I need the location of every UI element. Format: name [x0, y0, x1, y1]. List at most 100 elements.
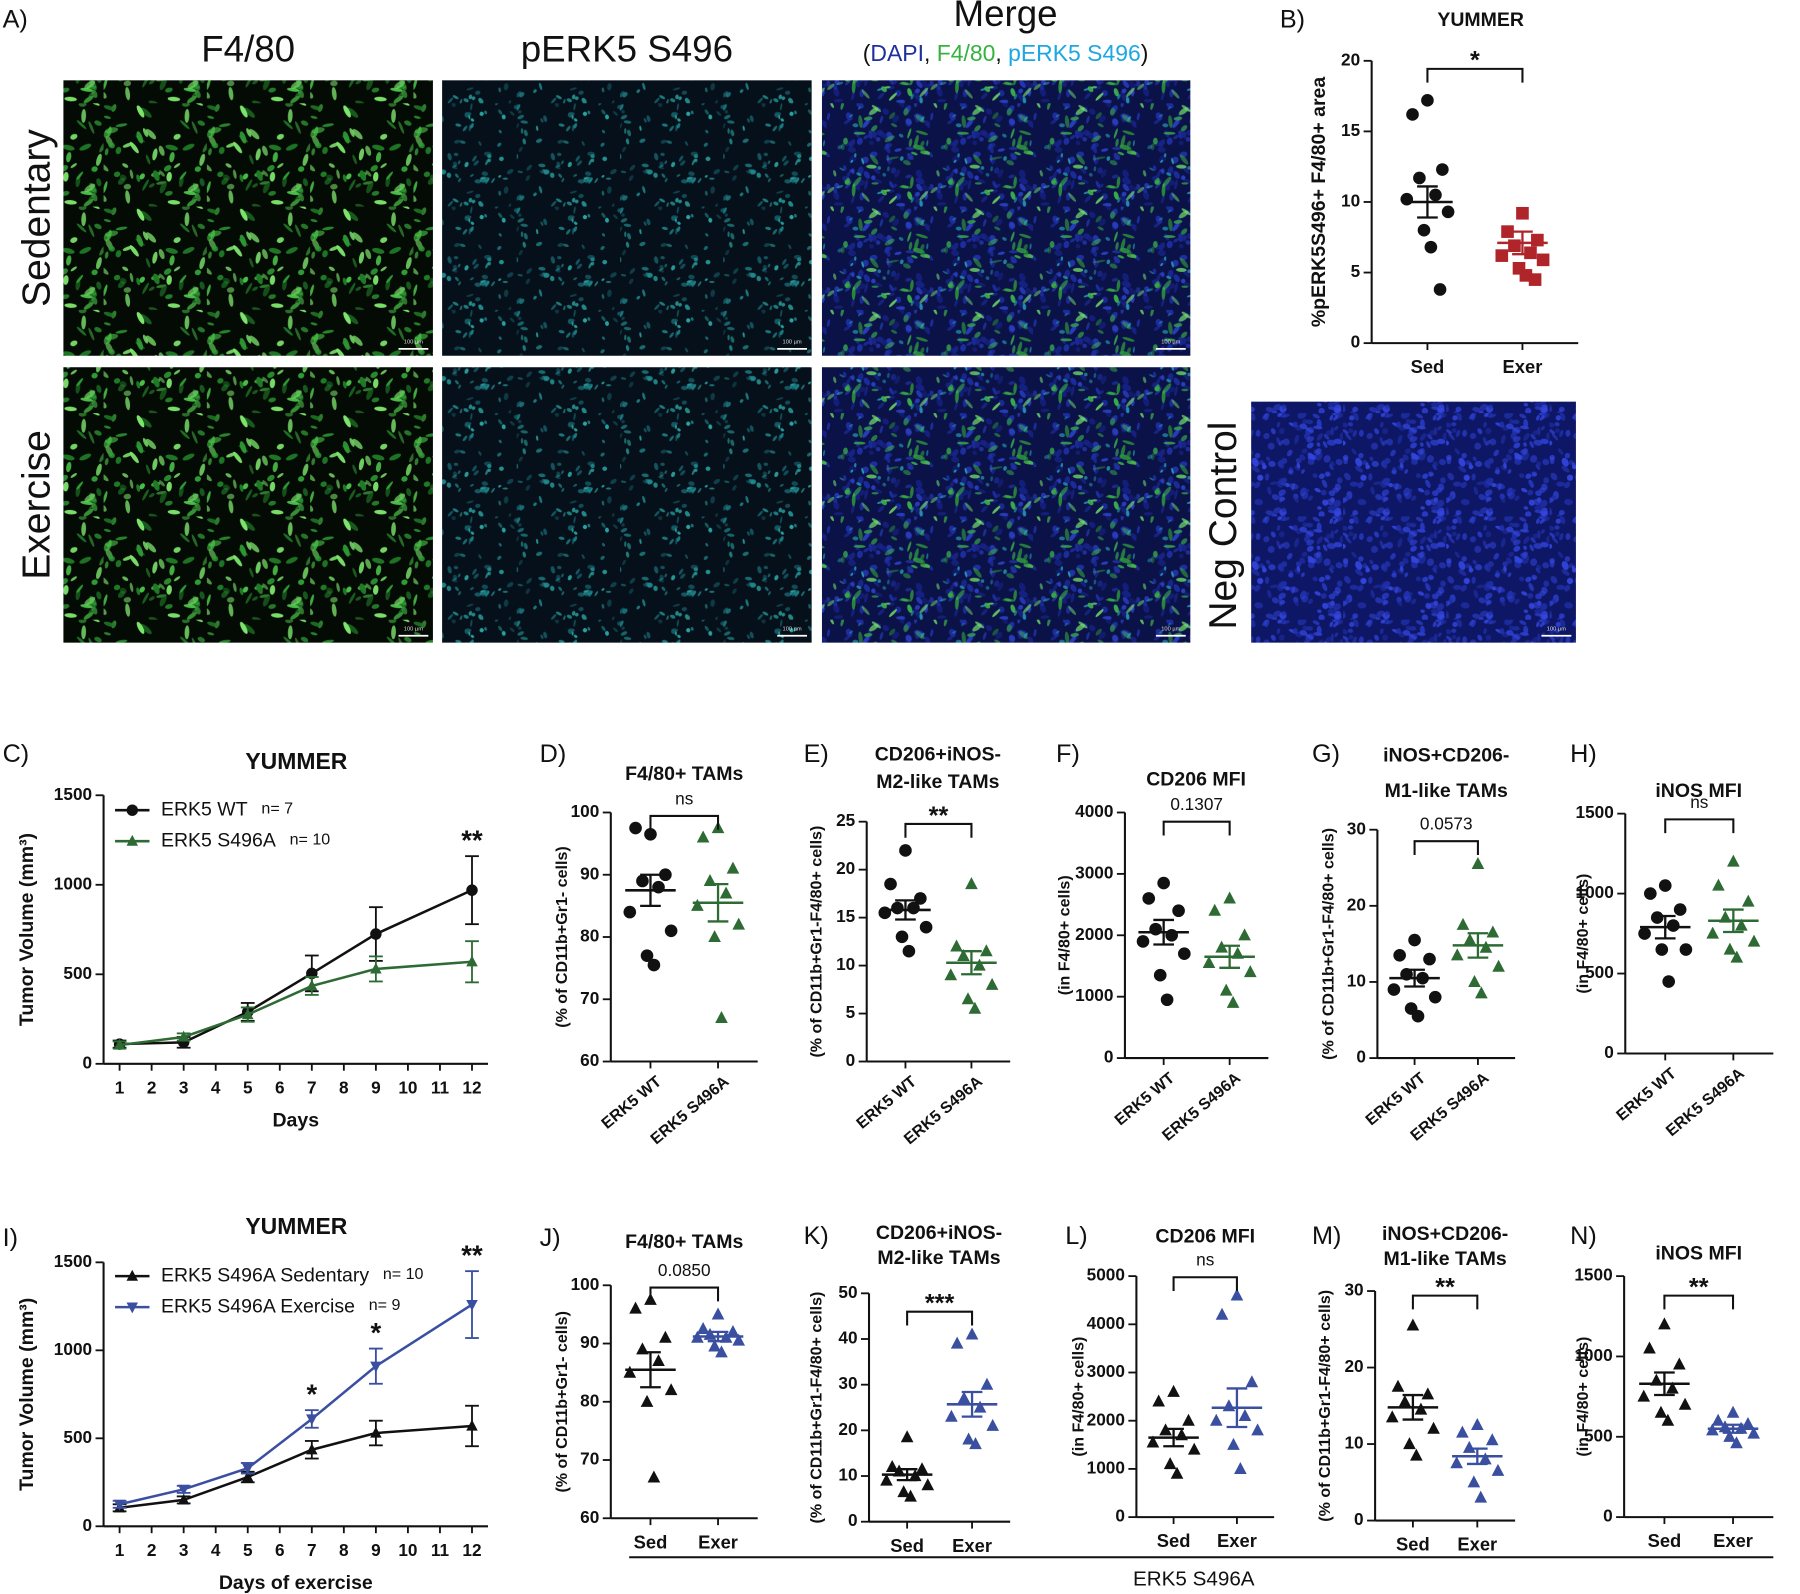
y-axis-label: (in F4/80+ cells) [1574, 874, 1592, 994]
micrograph [63, 80, 433, 356]
panel-label: H) [1570, 740, 1597, 768]
point [726, 861, 740, 874]
point [900, 1430, 914, 1443]
point [466, 955, 478, 967]
x-tick-label: Sed [1411, 356, 1445, 377]
point [370, 928, 382, 940]
point [640, 949, 654, 962]
micrograph [442, 367, 812, 643]
panel-label: B) [1280, 5, 1305, 33]
point [1208, 903, 1222, 916]
point [985, 977, 999, 990]
panel-label: E) [804, 740, 829, 768]
x-tick-label: Sed [890, 1535, 924, 1556]
point [1536, 253, 1550, 267]
chart-title: M2-like TAMs [876, 771, 999, 793]
point [1654, 1405, 1668, 1418]
point [962, 1432, 975, 1445]
y-tick-label: 0 [846, 1050, 856, 1070]
x-tick-label: 1 [115, 1540, 125, 1560]
y-tick-label: 1500 [1574, 1265, 1612, 1285]
point [659, 1330, 672, 1343]
point [1245, 1375, 1259, 1388]
point [1747, 934, 1761, 947]
y-tick-label: 1500 [1576, 802, 1614, 822]
point [1655, 943, 1669, 956]
y-tick-label: 4000 [1075, 801, 1113, 821]
x-tick-label: 10 [398, 1078, 417, 1098]
x-tick-label: 5 [243, 1078, 253, 1098]
annotation: ** [461, 1240, 483, 1271]
point [1157, 876, 1170, 890]
chart-title: iNOS MFI [1655, 780, 1742, 802]
point [691, 898, 704, 911]
point [944, 968, 958, 981]
point [1468, 975, 1481, 988]
point [950, 939, 963, 952]
legend-n: n= 10 [290, 830, 331, 848]
point [1406, 108, 1419, 121]
point [1238, 928, 1251, 941]
point [945, 1409, 958, 1422]
point [1491, 1463, 1505, 1476]
y-axis-label: (% of CD11b+Gr1-F4/80+ cells) [808, 1292, 826, 1524]
significance-label: *** [925, 1289, 955, 1317]
point [647, 958, 661, 972]
point [1238, 1408, 1252, 1421]
point [1165, 928, 1179, 942]
point [915, 1462, 929, 1475]
point [306, 1443, 318, 1455]
point [969, 1437, 982, 1450]
point [1726, 1405, 1740, 1418]
y-axis-label: (in F4/80+ cells) [1069, 1337, 1087, 1457]
y-tick-label: 10 [1347, 970, 1366, 990]
point [1152, 1394, 1165, 1407]
point [950, 1336, 964, 1349]
point [1485, 1433, 1499, 1446]
x-tick-label: ERK5 WT [1111, 1069, 1178, 1129]
y-axis-label: (in F4/80+ cells) [1056, 875, 1074, 995]
point [640, 1394, 654, 1407]
point [242, 1008, 254, 1020]
point [1463, 933, 1477, 946]
legend-n: n= 10 [383, 1265, 424, 1283]
y-tick-label: 2000 [1087, 1409, 1125, 1429]
point [1387, 983, 1401, 996]
merge-legend-part: , [924, 40, 937, 66]
y-tick-label: 10 [1344, 1433, 1363, 1453]
y-tick-label: 70 [580, 988, 599, 1008]
point [980, 1377, 994, 1390]
row-label: Exercise [16, 430, 59, 580]
y-tick-label: 5000 [1087, 1265, 1125, 1285]
point [1167, 1384, 1180, 1397]
point [652, 1354, 665, 1367]
x-tick-label: 10 [398, 1540, 417, 1560]
significance-label: 0.0850 [658, 1260, 711, 1280]
x-tick-label: 3 [179, 1540, 189, 1560]
chart-title: CD206+iNOS- [876, 1222, 1002, 1244]
point [1495, 249, 1509, 262]
point [1679, 943, 1693, 956]
point [664, 924, 678, 938]
y-tick-label: 70 [580, 1449, 599, 1469]
y-tick-label: 0 [1104, 1047, 1114, 1067]
x-tick-label: 11 [431, 1540, 450, 1560]
panel-label: C) [3, 740, 30, 768]
y-tick-label: 10 [836, 954, 855, 974]
point [1251, 1423, 1264, 1436]
point [1658, 1317, 1671, 1330]
merge-legend-part: , [995, 40, 1008, 66]
y-tick-label: 20 [1347, 894, 1366, 914]
micrograph [442, 80, 812, 356]
x-tick-label: 1 [115, 1078, 125, 1098]
point [370, 1361, 382, 1373]
point [1178, 947, 1191, 961]
point [1730, 1436, 1743, 1449]
x-tick-label: 3 [179, 1078, 189, 1098]
point [1508, 239, 1521, 253]
point [466, 884, 478, 896]
point [306, 1414, 318, 1426]
point [1170, 1466, 1184, 1479]
